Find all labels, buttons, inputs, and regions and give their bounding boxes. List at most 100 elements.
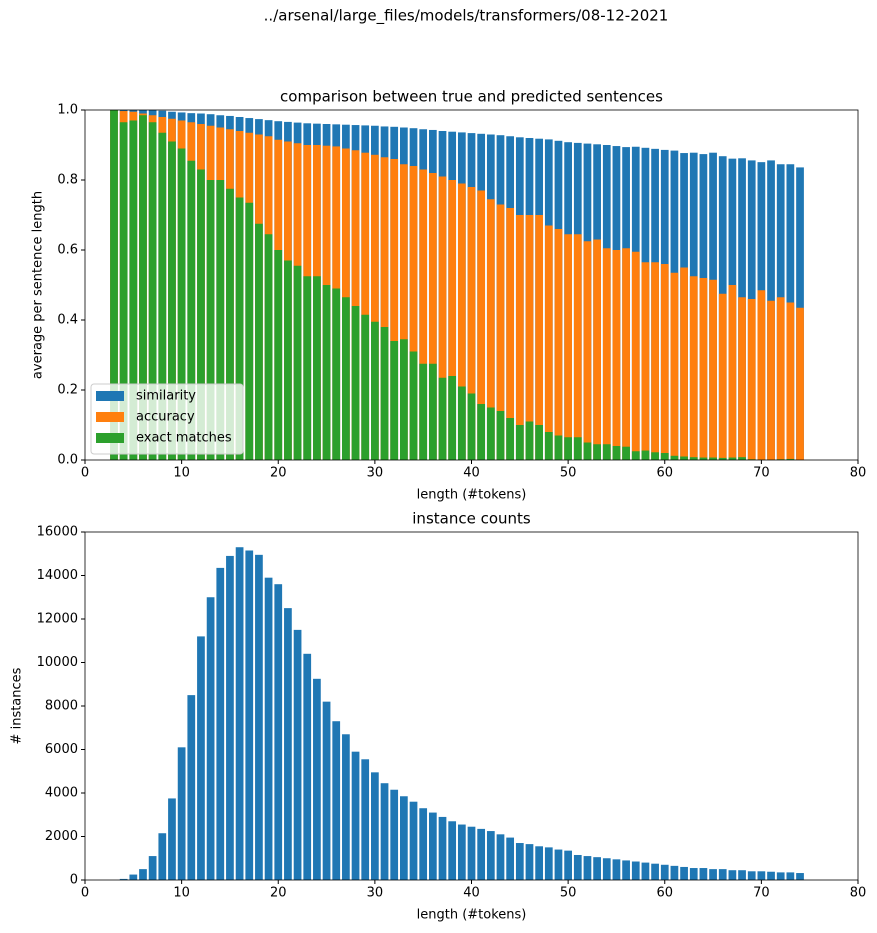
bar [622, 248, 630, 460]
bar [583, 856, 592, 880]
bar [786, 872, 795, 880]
y-tick-label: 16000 [37, 525, 78, 540]
bar [680, 267, 688, 460]
bar [670, 865, 679, 880]
bar [448, 376, 457, 460]
bar [322, 285, 331, 460]
bar [786, 458, 795, 460]
x-tick-label: 20 [270, 466, 287, 481]
x-tick-label: 70 [753, 886, 770, 901]
bar [245, 202, 254, 460]
bar [264, 577, 273, 880]
bar [612, 446, 621, 460]
bar [148, 122, 157, 460]
bar [206, 597, 215, 880]
bar [757, 290, 766, 460]
bar [467, 826, 476, 880]
bar [506, 208, 515, 460]
bar [187, 695, 196, 880]
bar [448, 821, 457, 880]
bar [564, 437, 572, 460]
x-tick-label: 60 [656, 466, 673, 481]
x-tick-label: 30 [367, 466, 384, 481]
x-tick-label: 40 [463, 886, 480, 901]
bar [197, 169, 205, 460]
bar [651, 262, 659, 460]
y-tick-label: 0.4 [57, 313, 78, 328]
y-tick-label: 1.0 [57, 103, 78, 118]
bar [477, 828, 486, 880]
bar [409, 166, 418, 460]
bar [168, 798, 176, 880]
bar [390, 341, 399, 460]
bar [139, 869, 147, 880]
bar [226, 188, 234, 460]
bar [728, 457, 737, 460]
bar [380, 327, 389, 460]
bar [409, 801, 418, 880]
bar [467, 393, 476, 460]
bar [380, 783, 389, 880]
bar [496, 834, 505, 880]
bar [709, 869, 717, 880]
y-tick-label: 0 [70, 873, 78, 888]
bar [544, 432, 553, 460]
x-tick-label: 20 [270, 886, 287, 901]
bar [718, 457, 727, 460]
bar [515, 425, 524, 460]
bar [506, 418, 515, 460]
bar [641, 862, 650, 880]
bar [361, 152, 370, 460]
y-tick-label: 0.6 [57, 243, 78, 258]
bar [119, 878, 128, 880]
y-tick-label: 6000 [45, 742, 78, 757]
bar [767, 300, 775, 460]
bar [535, 215, 544, 460]
y-tick-label: 14000 [37, 568, 78, 583]
bar [197, 636, 205, 880]
bar [361, 314, 370, 460]
x-tick-label: 10 [173, 466, 190, 481]
bar [564, 234, 572, 460]
bar [351, 306, 360, 460]
bar [216, 567, 225, 880]
legend-swatch [96, 433, 124, 443]
bar [747, 299, 756, 460]
bar [457, 824, 466, 880]
bar [738, 297, 746, 460]
bar [177, 148, 186, 460]
bar [390, 789, 399, 880]
bar [564, 850, 572, 880]
bar [448, 180, 457, 460]
bar [139, 115, 147, 460]
bar [796, 307, 804, 460]
bar [371, 321, 379, 460]
bar [747, 871, 756, 880]
bar [419, 363, 428, 460]
bar [158, 132, 167, 460]
bar [660, 864, 669, 880]
bar [631, 451, 640, 460]
bar [573, 234, 582, 460]
bar [313, 678, 321, 880]
bar [660, 453, 669, 460]
bar [612, 859, 621, 880]
bar [457, 183, 466, 460]
bar [177, 747, 186, 880]
y-tick-label: 10000 [37, 655, 78, 670]
bar [399, 796, 408, 880]
x-tick-label: 40 [463, 466, 480, 481]
bar [767, 871, 775, 880]
bar [496, 411, 505, 460]
bar [419, 169, 428, 460]
bar [235, 547, 244, 880]
x-tick-label: 70 [753, 466, 770, 481]
y-axis-label: average per sentence length [31, 191, 46, 379]
bar [110, 110, 118, 460]
bar [544, 225, 553, 460]
bar [457, 386, 466, 460]
bar [371, 772, 379, 880]
bar [293, 629, 302, 880]
bar [718, 293, 727, 460]
